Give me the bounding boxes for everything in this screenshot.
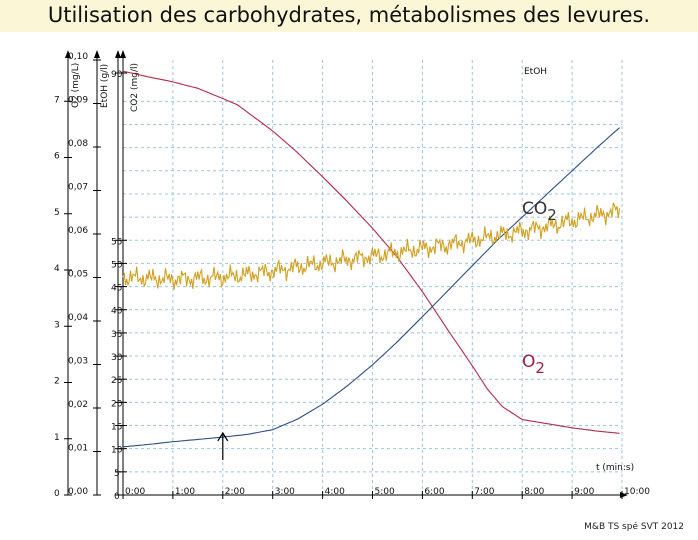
fraction-axis-tick-label: 0,09 xyxy=(68,96,88,106)
x-tick-label: 4:00 xyxy=(325,487,345,497)
o2-axis-arrow xyxy=(65,50,71,58)
co2-series-label: CO2 xyxy=(522,199,557,224)
x-tick-label: 8:00 xyxy=(524,487,544,497)
x-tick-label: 6:00 xyxy=(424,487,444,497)
value-axis-tick-label: 90 xyxy=(111,70,123,80)
o2-axis-tick-label: 4 xyxy=(54,264,60,274)
x-tick-label: 5:00 xyxy=(375,487,395,497)
o2-axis-tick-label: 2 xyxy=(54,377,60,387)
x-tick-label: 7:00 xyxy=(474,487,494,497)
fraction-axis-tick-label: 0,02 xyxy=(68,400,88,410)
series-line-o2 xyxy=(122,70,620,434)
fraction-axis-tick-label: 0,01 xyxy=(68,444,88,454)
fraction-axis-tick-label: 0,07 xyxy=(68,183,88,193)
co2-axis-arrow xyxy=(120,50,126,58)
value-axis-tick-label: 35 xyxy=(111,330,122,340)
fraction-axis-tick-label: 0,08 xyxy=(68,139,88,149)
x-tick-label: 1:00 xyxy=(175,487,195,497)
fraction-axis-tick-label: 0,10 xyxy=(68,52,88,62)
x-tick-label: 10:00 xyxy=(624,487,650,497)
o2-axis-tick-label: 7 xyxy=(54,95,60,105)
title-bar: Utilisation des carbohydrates, métabolis… xyxy=(0,0,698,32)
x-tick-label: 0:00 xyxy=(125,487,145,497)
value-axis-tick-label: 30 xyxy=(111,353,123,363)
value-axis-tick-label: 15 xyxy=(111,423,122,433)
chart-title: Utilisation des carbohydrates, métabolis… xyxy=(47,3,651,27)
value-axis-tick-label: 40 xyxy=(111,307,123,317)
etoh-axis-arrow xyxy=(115,50,121,58)
series-line-co2 xyxy=(122,127,620,448)
etoh-axis-label: EtOH (g/l) xyxy=(100,64,110,108)
value-axis-tick-label: 10 xyxy=(111,446,123,456)
value-axis-tick-label: 45 xyxy=(111,284,122,294)
x-tick-label: 9:00 xyxy=(574,487,594,497)
fraction-axis-tick-label: 0,04 xyxy=(68,313,88,323)
x-tick-label: 3:00 xyxy=(275,487,295,497)
value-axis-tick-label: 0 xyxy=(114,492,120,502)
fraction-axis-tick-label: 0,03 xyxy=(68,357,88,367)
o2-axis-tick-label: 1 xyxy=(54,433,60,443)
o2-axis-tick-label: 6 xyxy=(54,152,60,162)
x-tick-label: 2:00 xyxy=(225,487,245,497)
o2-axis-tick-label: 3 xyxy=(54,320,60,330)
x-axis-label: t (min:s) xyxy=(596,463,634,473)
value-axis-tick-label: 20 xyxy=(111,399,123,409)
co2-axis-label: CO2 (mg/l) xyxy=(130,63,140,112)
value-axis-tick-label: 50 xyxy=(111,260,123,270)
value-axis-tick-label: 25 xyxy=(111,376,122,386)
etoh-series-label: EtOH xyxy=(524,67,547,77)
o2-axis-tick-label: 5 xyxy=(54,208,60,218)
fraction-axis-arrow xyxy=(94,50,100,58)
value-axis-tick-label: 5 xyxy=(114,469,120,479)
fraction-axis-tick-label: 0,00 xyxy=(68,487,88,497)
marker-arrow-head xyxy=(217,431,229,442)
series-line-etoh xyxy=(122,202,621,290)
fraction-axis-tick-label: 0,06 xyxy=(68,226,88,236)
footer-credit: M&B TS spé SVT 2012 xyxy=(584,522,684,532)
o2-axis-label: O2 (mg/L) xyxy=(71,63,81,108)
value-axis-tick-label: 55 xyxy=(111,237,122,247)
o2-axis-tick-label: 0 xyxy=(54,489,60,499)
o2-series-label: O2 xyxy=(522,352,545,377)
fraction-axis-tick-label: 0,05 xyxy=(68,270,88,280)
